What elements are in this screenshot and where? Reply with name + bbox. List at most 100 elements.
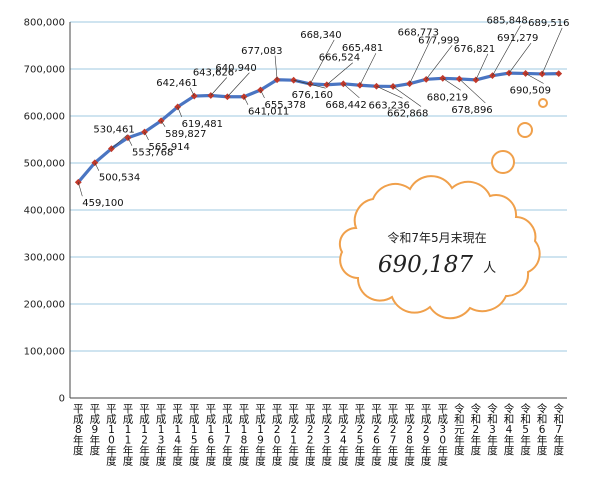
annotation-cloud: 令和7年5月末現在 690,187 人: [338, 175, 541, 320]
data-label: 678,896: [451, 105, 492, 116]
data-label: 665,481: [342, 43, 383, 54]
y-tick-label: 700,000: [24, 65, 65, 76]
x-tick-label: 平成 2 4 年度: [338, 403, 349, 468]
y-tick-label: 200,000: [24, 300, 65, 311]
data-label-leader: [127, 137, 133, 146]
x-tick-label: 平成 1 6 年度: [206, 403, 217, 468]
data-label-leader: [409, 37, 432, 84]
x-tick-label: 令和 2 年度: [471, 402, 482, 457]
data-label-leader: [160, 120, 166, 127]
x-tick-label: 平成 2 2 年度: [305, 403, 316, 468]
data-label-leader: [492, 25, 521, 76]
data-label: 685,848: [486, 16, 527, 27]
data-label-leader: [210, 77, 228, 96]
data-label: 676,821: [454, 44, 495, 55]
data-label: 530,461: [93, 125, 134, 136]
x-tick-label: 令和 6 年度: [537, 402, 548, 457]
x-tick-label: 平成 2 7 年度: [388, 403, 399, 468]
data-label: 677,083: [241, 46, 282, 57]
x-tick-label: 平成 1 1 年度: [123, 403, 134, 468]
data-label: 565,914: [149, 142, 190, 153]
series-line: [77, 71, 559, 184]
data-label-leader: [260, 89, 265, 99]
y-tick-label: 0: [59, 394, 65, 405]
data-label-leader: [541, 27, 563, 75]
data-point: [74, 178, 82, 186]
data-label-leader: [376, 86, 403, 99]
data-label-leader: [177, 106, 182, 117]
data-label-leader: [425, 45, 453, 80]
annotation-unit: 人: [483, 261, 496, 276]
thought-bubble-medium: [517, 122, 533, 138]
data-label: 668,442: [325, 100, 366, 111]
data-label-leader: [442, 78, 461, 91]
x-tick-label: 令和 4 年度: [504, 402, 515, 457]
y-tick-label: 800,000: [24, 18, 65, 29]
y-tick-label: 100,000: [24, 347, 65, 358]
data-label: 680,219: [427, 92, 468, 103]
y-tick-label: 300,000: [24, 253, 65, 264]
annotation-value: 690,187: [378, 252, 473, 278]
data-label-leader: [94, 162, 100, 171]
data-label-leader: [392, 86, 422, 107]
x-tick-label: 平成 1 4 年度: [172, 403, 183, 468]
x-tick-label: 令和元年度: [454, 402, 465, 457]
data-label: 642,461: [156, 78, 197, 89]
data-label: 666,524: [319, 53, 360, 64]
x-tick-label: 平成 2 1 年度: [288, 403, 299, 468]
data-label: 677,999: [418, 35, 459, 46]
data-label: 690,509: [510, 85, 551, 96]
x-tick-label: 平成 1 0 年度: [106, 403, 117, 468]
x-tick-label: 平成 9 年度: [90, 403, 101, 457]
data-label: 689,516: [528, 18, 569, 29]
data-point: [141, 128, 148, 136]
data-label-leader: [459, 78, 486, 104]
x-tick-label: 令和 3 年度: [487, 402, 498, 457]
x-tick-label: 令和 7 年度: [553, 402, 564, 457]
data-label: 459,100: [82, 198, 123, 209]
x-tick-label: 平成 2 9 年度: [421, 403, 432, 468]
thought-bubble-small: [538, 98, 548, 108]
thought-bubbles: [491, 98, 548, 174]
gridlines: [69, 21, 567, 399]
annotation-caption: 令和7年5月末現在: [387, 230, 486, 245]
data-label: 663,236: [368, 100, 409, 111]
data-label: 668,773: [398, 28, 439, 39]
data-label: 500,534: [99, 173, 140, 184]
y-tick-label: 500,000: [24, 159, 65, 170]
x-tick-label: 平成 1 5 年度: [189, 403, 200, 468]
data-label-leader: [274, 55, 278, 80]
series: [74, 69, 563, 186]
data-label-leader: [144, 131, 149, 141]
cloud-shape: [338, 175, 541, 320]
data-label-leader: [189, 87, 195, 97]
data-label-leader: [243, 96, 249, 105]
x-tick-label: 平成 8 年度: [73, 403, 84, 457]
x-tick-label: 平成 1 7 年度: [222, 403, 233, 468]
data-label: 589,827: [165, 129, 206, 140]
data-label-leader: [508, 42, 532, 74]
x-tick-label: 平成 2 3 年度: [322, 403, 333, 468]
data-label: 676,160: [292, 90, 333, 101]
data-label-leader: [343, 83, 360, 99]
data-label: 662,868: [387, 108, 428, 119]
data-label: 691,279: [497, 33, 538, 44]
x-tick-label: 平成 1 3 年度: [156, 403, 167, 468]
data-point: [472, 76, 480, 84]
annotation-value-line: 690,187 人: [378, 252, 496, 278]
x-tick-label: 平成 2 8 年度: [404, 403, 415, 468]
thought-bubble-large: [491, 150, 515, 174]
data-label: 668,340: [300, 30, 341, 41]
x-tick-label: 平成 2 0 年度: [272, 403, 283, 468]
x-tick-label: 平成 1 9 年度: [255, 403, 266, 468]
x-tick-label: 平成 3 0 年度: [438, 403, 449, 468]
y-tick-label: 400,000: [24, 206, 65, 217]
x-tick-label: 平成 2 5 年度: [355, 403, 366, 468]
data-label: 640,940: [215, 63, 256, 74]
data-point: [257, 86, 264, 94]
x-tick-label: 令和 5 年度: [520, 402, 531, 457]
data-label-leader: [77, 182, 83, 197]
data-label: 619,481: [182, 119, 223, 130]
